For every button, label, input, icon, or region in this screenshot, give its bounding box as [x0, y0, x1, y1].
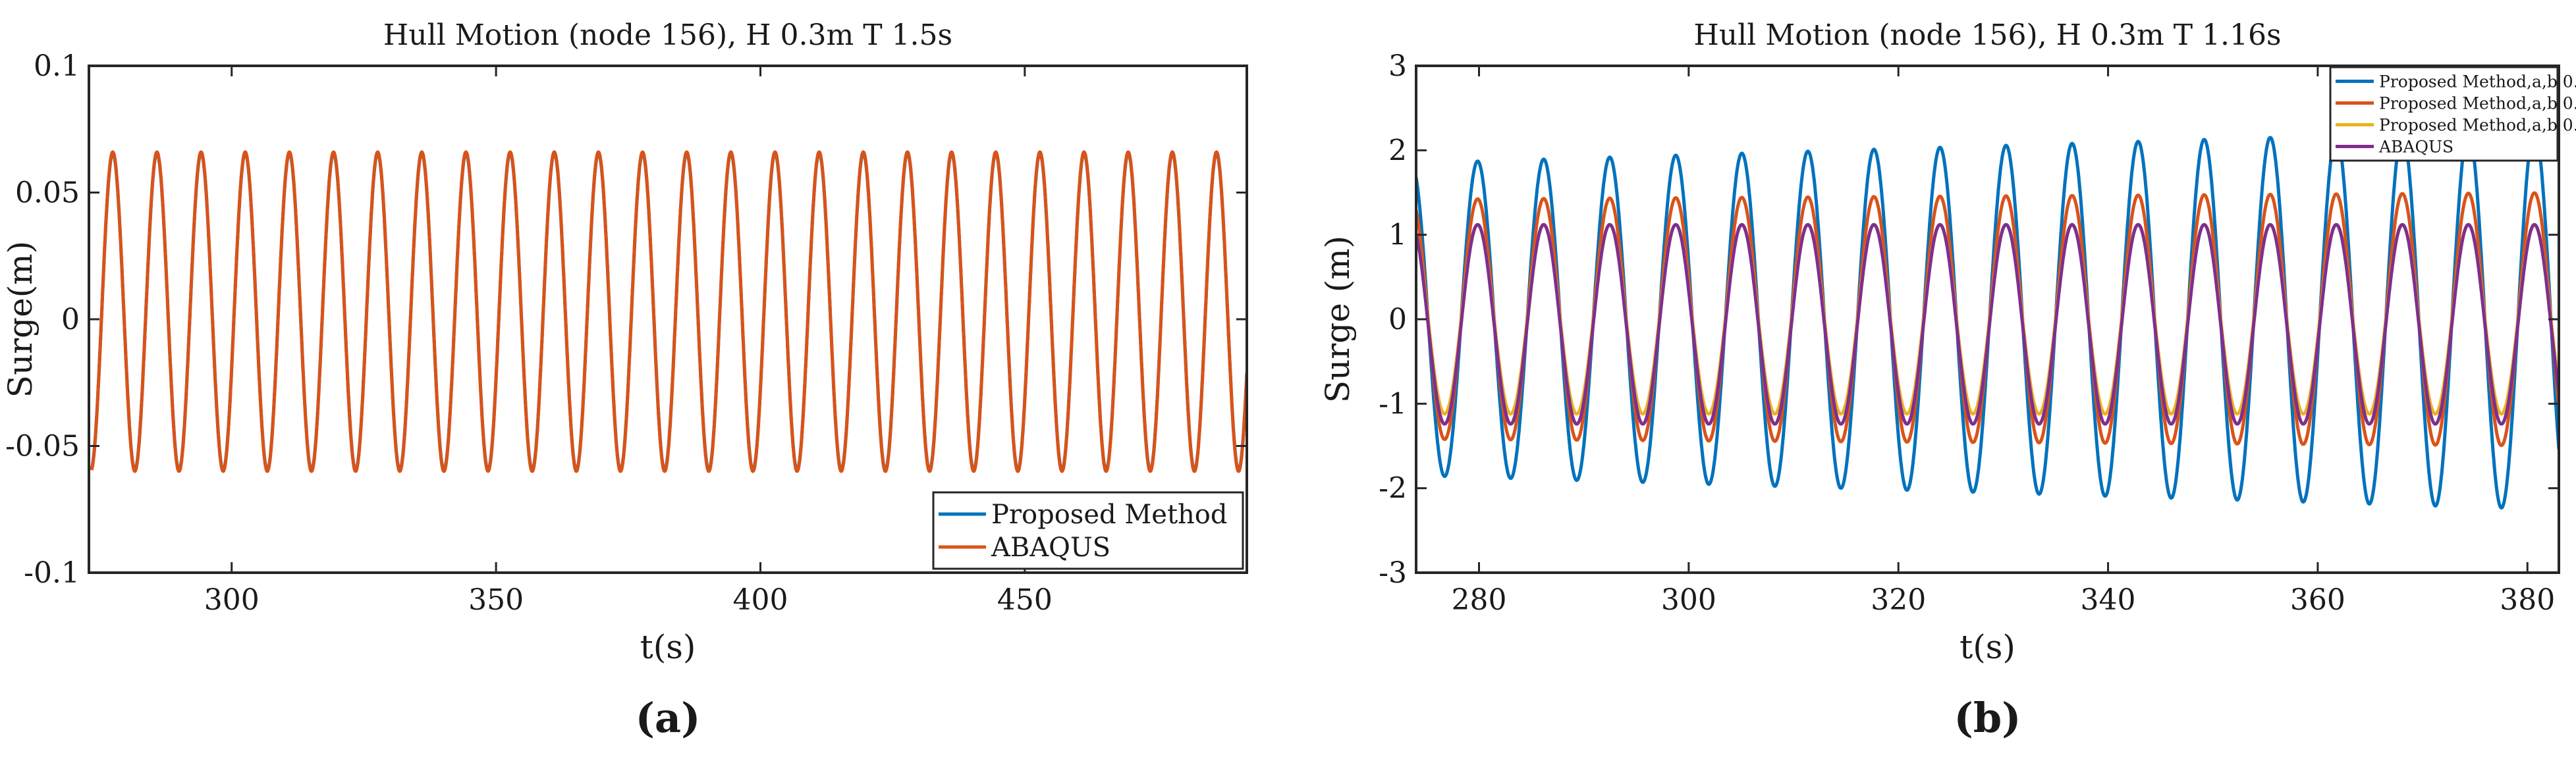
x-tick-label: 400	[732, 583, 788, 617]
chart-title: Hull Motion (node 156), H 0.3m T 1.16s	[1693, 18, 2281, 52]
legend-label-0: Proposed Method,a,b 0.010	[2379, 72, 2576, 91]
chart-panel-a: Hull Motion (node 156), H 0.3m T 1.5s 300…	[1, 18, 1248, 742]
y-tick-label: -3	[1379, 556, 1407, 590]
series-line-3	[1416, 222, 2559, 426]
y-tick-label: 1	[1388, 219, 1407, 252]
x-tick-label: 300	[204, 583, 260, 617]
legend-label-0: Proposed Method	[991, 500, 1227, 530]
y-axis-label: Surge(m)	[1, 241, 40, 398]
y-tick-label: 0.1	[34, 49, 80, 83]
x-axis-label: t(s)	[1959, 628, 2015, 666]
legend: Proposed Method,a,b 0.010 Proposed Method…	[2329, 66, 2576, 162]
y-tick-label: 0	[61, 303, 80, 336]
legend-label-3: ABAQUS	[2378, 137, 2453, 156]
series-group	[90, 150, 1247, 473]
y-axis-label: Surge (m)	[1319, 236, 1357, 403]
x-tick-label: 320	[1871, 583, 1926, 617]
x-tick-label: 340	[2081, 583, 2136, 617]
y-tick-label: 0.05	[15, 176, 80, 210]
y-tick-label: -0.05	[5, 430, 80, 463]
x-tick-label: 360	[2290, 583, 2345, 617]
y-tick-label: -1	[1379, 387, 1407, 421]
legend-label-1: ABAQUS	[991, 533, 1110, 563]
series-group	[1416, 128, 2559, 509]
panel-label: (a)	[636, 694, 701, 742]
x-tick-label: 450	[997, 583, 1053, 617]
legend-label-2: Proposed Method,a,b 0.020	[2379, 115, 2576, 134]
y-tick-label: -0.1	[24, 556, 80, 590]
x-tick-label: 350	[468, 583, 524, 617]
chart-panel-b: Hull Motion (node 156), H 0.3m T 1.16s 28…	[1319, 18, 2576, 742]
x-tick-label: 280	[1452, 583, 1507, 617]
legend-label-1: Proposed Method,a,b 0.015	[2379, 93, 2576, 113]
y-tick-label: -2	[1379, 472, 1407, 506]
y-tick-label: 3	[1388, 49, 1407, 83]
series-line-1	[90, 150, 1247, 473]
chart-title: Hull Motion (node 156), H 0.3m T 1.5s	[383, 18, 952, 52]
legend-box	[932, 491, 1244, 570]
y-tick-label: 0	[1388, 303, 1407, 336]
y-tick-label: 2	[1388, 134, 1407, 167]
x-tick-label: 380	[2500, 583, 2555, 617]
panel-label: (b)	[1954, 694, 2021, 742]
x-axis-label: t(s)	[640, 628, 696, 666]
x-tick-label: 300	[1661, 583, 1716, 617]
